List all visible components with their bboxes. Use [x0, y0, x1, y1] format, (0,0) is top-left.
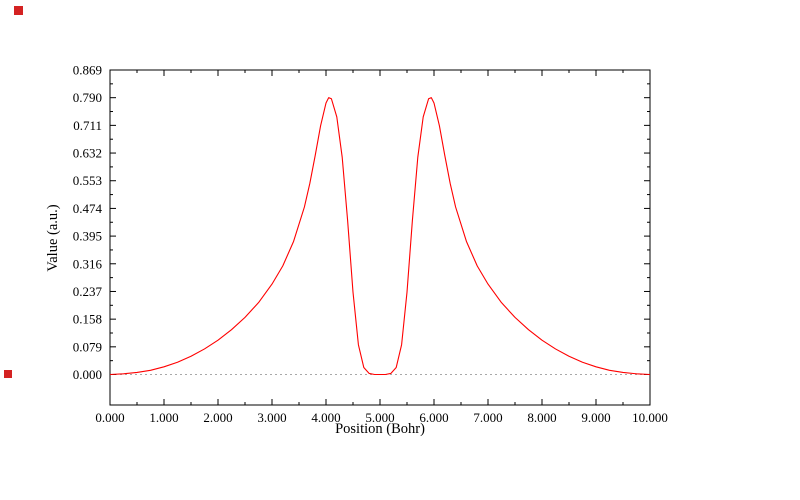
axis-frame — [109, 69, 651, 406]
x-tick-label: 6.000 — [419, 410, 448, 425]
y-tick-label: 0.000 — [73, 367, 102, 382]
chart-area: 0.000 1.000 2.000 3.000 4.000 5.000 6.000 7.000… — [73, 63, 668, 426]
red-corner-marker — [4, 370, 12, 378]
x-axis-label: Position (Bohr) — [335, 421, 425, 437]
x-tick-label: 7.000 — [473, 410, 502, 425]
y-tick-label: 0.632 — [73, 146, 102, 161]
x-tick-label: 0.000 — [95, 410, 124, 425]
y-tick-label: 0.790 — [73, 90, 102, 105]
y-tick-label: 0.474 — [73, 201, 103, 216]
x-tick-label: 10.000 — [632, 410, 668, 425]
y-tick-label: 0.237 — [73, 284, 103, 299]
x-tick-label: 2.000 — [203, 410, 232, 425]
x-tick-label: 3.000 — [257, 410, 286, 425]
x-tick-label: 1.000 — [149, 410, 178, 425]
y-tick-label: 0.079 — [73, 339, 102, 354]
x-tick-label: 5.000 — [365, 410, 394, 425]
y-tick-label: 0.316 — [73, 256, 103, 271]
y-tick-label: 0.158 — [73, 312, 102, 327]
data-curve — [109, 97, 651, 376]
x-tick-label: 4.000 — [311, 410, 340, 425]
x-tick-label: 8.000 — [527, 410, 556, 425]
y-tick-label: 0.553 — [73, 173, 102, 188]
y-axis-label: Value (a.u.) — [45, 204, 61, 271]
red-corner-marker — [14, 6, 23, 15]
x-tick-label: 9.000 — [581, 410, 610, 425]
y-tick-label: 0.395 — [73, 229, 102, 244]
y-tick-label: 0.711 — [73, 118, 102, 133]
y-tick-label: 0.869 — [73, 63, 102, 78]
